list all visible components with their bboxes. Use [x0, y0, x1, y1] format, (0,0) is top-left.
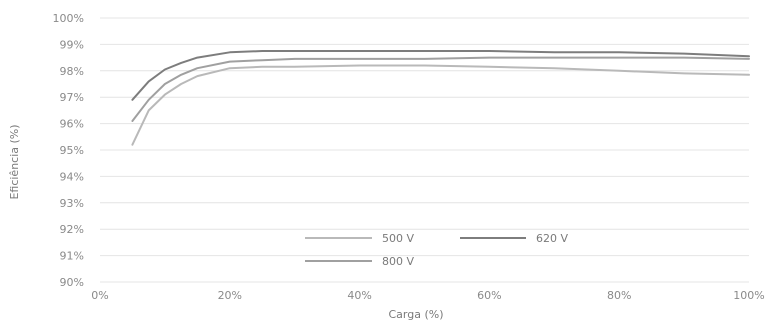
y-tick-label: 95% [60, 144, 84, 157]
legend-label-800v: 800 V [382, 255, 414, 268]
legend-label-500v: 500 V [382, 232, 414, 245]
x-axis-ticks: 0% 20% 40% 60% 80% 100% [91, 289, 764, 302]
x-tick-label: 80% [607, 289, 631, 302]
legend: 500 V 620 V 800 V [305, 232, 568, 268]
y-axis-ticks: 90% 91% 92% 93% 94% 95% 96% 97% 98% 99% 100% [53, 12, 84, 289]
y-tick-label: 98% [60, 65, 84, 78]
x-tick-label: 60% [477, 289, 501, 302]
legend-label-620v: 620 V [536, 232, 568, 245]
series-line-620v [131, 50, 750, 101]
y-axis-title: Eficiência (%) [8, 124, 21, 199]
y-tick-label: 94% [60, 170, 84, 183]
x-axis-title: Carga (%) [388, 308, 443, 321]
series-line-500v [131, 64, 750, 146]
y-tick-label: 93% [60, 197, 84, 210]
y-tick-label: 97% [60, 91, 84, 104]
series-lines [131, 50, 750, 146]
y-tick-label: 96% [60, 118, 84, 131]
x-tick-label: 40% [347, 289, 371, 302]
series-line-800v [131, 56, 750, 122]
y-tick-label: 99% [60, 38, 84, 51]
x-tick-label: 0% [91, 289, 108, 302]
y-tick-label: 100% [53, 12, 84, 25]
y-tick-label: 91% [60, 250, 84, 263]
x-tick-label: 100% [733, 289, 764, 302]
grid-lines [100, 17, 749, 283]
x-tick-label: 20% [218, 289, 242, 302]
y-tick-label: 90% [60, 276, 84, 289]
y-tick-label: 92% [60, 223, 84, 236]
